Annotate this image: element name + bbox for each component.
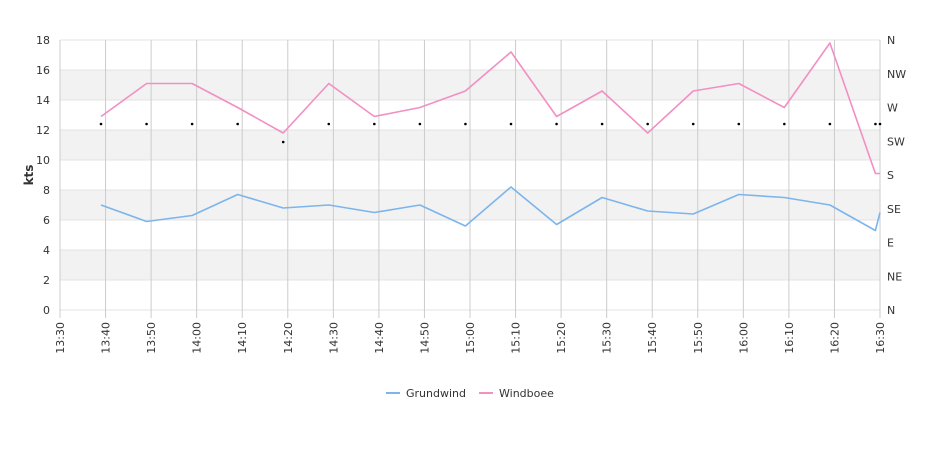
x-tick-label: 15:20	[555, 322, 568, 354]
direction-marker	[828, 122, 832, 126]
direction-marker	[373, 122, 376, 126]
x-tick-label: 13:50	[145, 322, 158, 354]
right-axis-label: SW	[887, 135, 905, 148]
y-tick-label: 4	[43, 244, 50, 257]
x-tick-label: 16:00	[737, 322, 750, 354]
legend-item-grundwind[interactable]: Grundwind	[386, 387, 466, 400]
direction-marker	[600, 122, 604, 126]
x-tick-label: 15:40	[646, 322, 659, 354]
y-tick-label: 6	[43, 214, 50, 227]
direction-marker	[691, 122, 695, 126]
direction-marker	[555, 122, 558, 126]
right-axis-ticks: N NE E SE S SW W NW N	[887, 34, 906, 317]
right-axis-label: SE	[887, 203, 901, 216]
right-axis-label: N	[887, 304, 895, 317]
x-tick-label: 14:50	[418, 322, 431, 354]
x-tick-label: 14:00	[191, 322, 204, 354]
x-tick-label: 13:30	[54, 322, 67, 354]
x-tick-label: 14:20	[282, 322, 295, 354]
y-tick-label: 2	[43, 274, 50, 287]
y-tick-label: 12	[36, 124, 50, 137]
direction-marker	[464, 122, 467, 126]
direction-marker	[874, 122, 877, 126]
x-tick-label: 14:40	[373, 322, 386, 354]
right-axis-label: N	[887, 34, 895, 47]
direction-marker	[236, 122, 239, 126]
right-axis-label: NE	[887, 270, 902, 283]
y-tick-label: 10	[36, 154, 50, 167]
direction-marker	[418, 122, 422, 126]
legend-item-windboee[interactable]: Windboee	[479, 387, 554, 400]
x-tick-label: 16:10	[783, 322, 796, 354]
direction-marker	[509, 122, 513, 126]
direction-marker	[783, 122, 786, 126]
x-tick-label: 14:30	[327, 322, 340, 354]
y-tick-label: 8	[43, 184, 50, 197]
series-line-windboee[interactable]	[100, 42, 880, 175]
x-tick-label: 16:20	[828, 322, 841, 354]
right-axis-label: E	[887, 237, 894, 250]
right-axis-label: W	[887, 102, 898, 115]
legend[interactable]: Grundwind Windboee	[386, 387, 554, 400]
direction-marker	[99, 122, 103, 126]
direction-marker	[190, 122, 194, 126]
direction-marker	[145, 122, 148, 126]
y-tick-label: 16	[36, 64, 50, 77]
direction-marker	[281, 140, 285, 144]
y-tick-label: 18	[36, 34, 50, 47]
vertical-gridlines	[59, 40, 881, 318]
x-tick-label: 15:10	[510, 322, 523, 354]
x-tick-label: 14:10	[236, 322, 249, 354]
legend-label: Grundwind	[406, 387, 466, 400]
right-axis-label: S	[887, 169, 894, 182]
x-tick-label: 15:30	[601, 322, 614, 354]
direction-markers	[99, 122, 882, 144]
x-tick-label: 13:40	[100, 322, 113, 354]
direction-marker	[878, 122, 882, 126]
x-tick-label: 15:50	[692, 322, 705, 354]
x-tick-label: 15:00	[464, 322, 477, 354]
y-tick-label: 14	[36, 94, 50, 107]
y-axis-ticks: 0 2 4 6 8 10 12 14 16 18	[36, 34, 50, 317]
legend-label: Windboee	[499, 387, 554, 400]
direction-marker	[646, 122, 649, 126]
y-tick-label: 0	[43, 304, 50, 317]
y-axis-title: kts	[22, 165, 36, 186]
right-axis-label: NW	[887, 68, 906, 81]
series-layer	[100, 42, 881, 232]
direction-marker	[737, 122, 741, 126]
x-axis-ticks: 13:30 13:40 13:50 14:00 14:10 14:20 14:30 14:40…	[54, 322, 887, 354]
direction-marker	[327, 122, 331, 126]
x-tick-label: 16:30	[874, 322, 887, 354]
series-line-grundwind[interactable]	[100, 186, 881, 232]
